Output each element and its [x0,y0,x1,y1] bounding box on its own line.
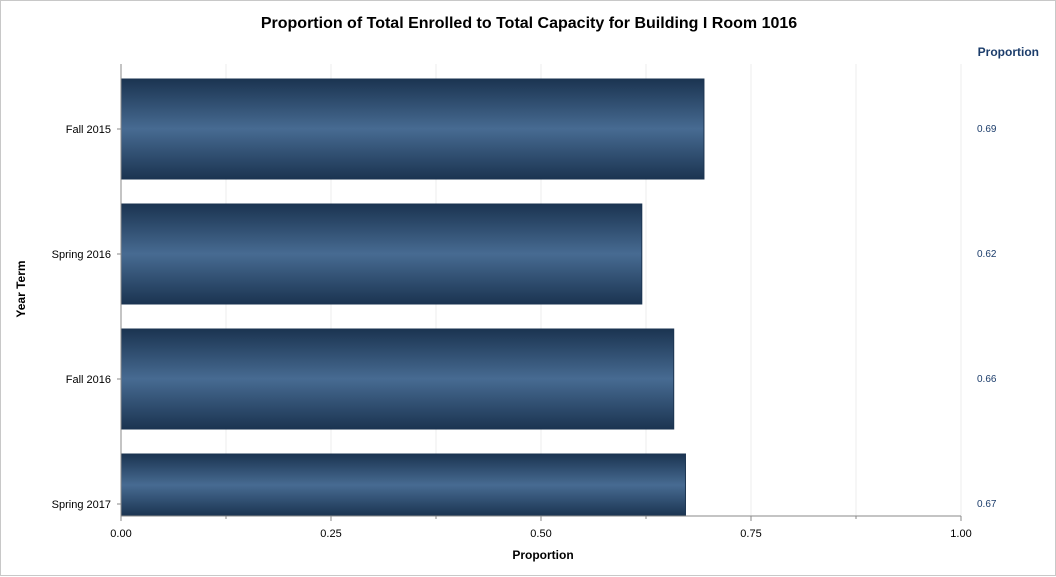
y-tick-label: Spring 2017 [52,499,111,511]
bar [120,453,686,517]
bars [120,78,705,517]
bar [120,328,675,430]
y-axis-label: Year Term [14,260,28,317]
x-tick-label: 0.75 [740,528,761,540]
side-value-label: 0.62 [977,249,997,260]
side-value-label: 0.69 [977,124,997,135]
side-value-column: 0.69 0.62 0.66 0.67 [977,124,997,510]
x-tick-label: 0.00 [110,528,131,540]
y-tick-label: Fall 2015 [66,124,111,136]
chart-title: Proportion of Total Enrolled to Total Ca… [261,15,797,32]
side-column-header: Proportion [978,45,1039,59]
x-tick-label: 0.50 [530,528,551,540]
bar [120,203,643,305]
y-tick-label: Spring 2016 [52,249,111,261]
side-value-label: 0.66 [977,374,997,385]
tick-labels: 0.00 0.25 0.50 0.75 1.00 Fall 2015 Spring 2016… [52,124,972,540]
x-tick-label: 1.00 [950,528,971,540]
bar [120,78,705,180]
x-tick-label: 0.25 [320,528,341,540]
x-axis-label: Proportion [512,548,573,562]
y-tick-label: Fall 2016 [66,374,111,386]
side-value-label: 0.67 [977,499,997,510]
axes [117,64,962,521]
